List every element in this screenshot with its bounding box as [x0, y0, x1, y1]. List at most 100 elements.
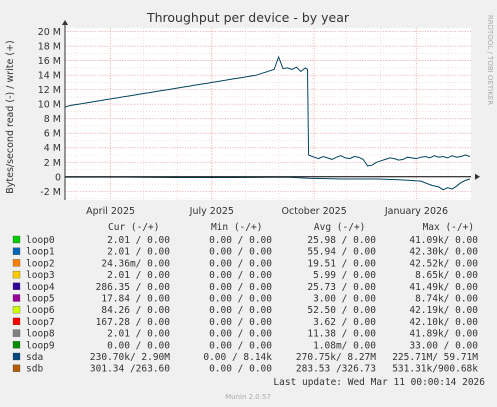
legend-name: loop4 [26, 282, 55, 293]
legend-cur: 230.70k/ 2.90M [90, 352, 170, 363]
y-tick-label: 14 M [38, 71, 61, 82]
legend-swatch [12, 294, 21, 302]
legend-name: loop1 [26, 247, 55, 258]
legend-name: loop5 [26, 294, 55, 305]
legend-min: 0.00 / 8.14k [203, 352, 272, 363]
legend-cur: 0.00 / 0.00 [107, 340, 170, 351]
legend-cur: 301.34 /263.60 [90, 364, 170, 375]
legend-avg: 3.00 / 0.00 [313, 294, 376, 305]
legend-name: sdb [26, 364, 43, 375]
legend-name: sda [26, 352, 43, 363]
legend-avg: 19.51 / 0.00 [307, 258, 376, 269]
rrdtool-credit: RRDTOOL / TOBI OETIKER [486, 15, 494, 105]
legend-cur: 2.01 / 0.00 [107, 247, 170, 258]
y-tick-label: 2 M [44, 158, 61, 169]
legend-min: 0.00 / 0.00 [209, 282, 272, 293]
legend-name: loop7 [26, 317, 55, 328]
legend-max: 42.52k/ 0.00 [409, 258, 478, 269]
legend-avg: 283.53 /326.73 [296, 364, 376, 375]
y-axis-label: Bytes/second read (-) / write (+) [5, 40, 16, 194]
legend-avg: 11.38 / 0.00 [307, 329, 376, 340]
legend-min: 0.00 / 0.00 [209, 270, 272, 281]
legend: Cur (-/+) Min (-/+) Avg (-/+) Max (-/+) … [12, 222, 478, 375]
legend-name: loop8 [26, 329, 55, 340]
legend-cur: 286.35 / 0.00 [96, 282, 171, 293]
legend-avg: 270.75k/ 8.27M [296, 352, 376, 363]
legend-max: 8.65k/ 0.00 [415, 270, 478, 281]
legend-min: 0.00 / 0.00 [209, 247, 272, 258]
y-tick-label: 20 M [38, 27, 61, 38]
y-axis-ticks: 20 M 18 M 16 M 14 M 12 M 10 M 8 M 6 M 4 M 2 M 0 -2 … [38, 27, 61, 198]
legend-avg: 5.99 / 0.00 [313, 270, 376, 281]
y-axis-arrow [62, 20, 68, 25]
legend-max: 41.49k/ 0.00 [409, 282, 478, 293]
legend-max: 42.19k/ 0.00 [409, 305, 478, 316]
legend-max: 41.09k/ 0.00 [409, 235, 478, 246]
legend-swatch [12, 306, 21, 314]
legend-max: 531.31k/900.68k [392, 364, 478, 375]
legend-avg: 25.73 / 0.00 [307, 282, 376, 293]
legend-swatch [12, 329, 21, 337]
legend-cur: 84.26 / 0.00 [101, 305, 170, 316]
legend-min: 0.00 / 0.00 [209, 305, 272, 316]
y-tick-label: -2 M [40, 187, 61, 198]
legend-cur: 24.36m/ 0.00 [101, 258, 170, 269]
x-axis-ticks: April 2025 July 2025 October 2025 January 2… [86, 206, 448, 217]
legend-cur: 17.84 / 0.00 [101, 294, 170, 305]
legend-min: 0.00 / 0.00 [209, 294, 272, 305]
y-tick-label: 16 M [38, 56, 61, 67]
legend-avg: 25.98 / 0.00 [307, 235, 376, 246]
legend-swatch [12, 235, 21, 244]
legend-max: 225.71M/ 59.71M [392, 352, 478, 363]
y-tick-label: 8 M [44, 114, 61, 125]
legend-cur: 2.01 / 0.00 [107, 235, 170, 246]
legend-swatch [12, 352, 21, 361]
x-tick-label: October 2025 [282, 206, 347, 217]
legend-cur: 2.01 / 0.00 [107, 329, 170, 340]
legend-swatch [12, 341, 21, 349]
legend-name: loop9 [26, 340, 55, 351]
legend-min: 0.00 / 0.00 [209, 329, 272, 340]
legend-name: loop6 [26, 305, 55, 316]
legend-avg: 55.94 / 0.00 [307, 247, 376, 258]
legend-avg: 3.62 / 0.00 [313, 317, 376, 328]
legend-min: 0.00 / 0.00 [209, 235, 272, 246]
legend-swatch [12, 270, 21, 279]
legend-swatch [12, 259, 21, 267]
legend-avg: 1.08m/ 0.00 [313, 340, 376, 351]
legend-name: loop0 [26, 235, 55, 246]
legend-swatch [12, 317, 21, 326]
y-tick-label: 0 [55, 172, 61, 183]
y-tick-label: 12 M [38, 85, 61, 96]
legend-swatch [12, 247, 21, 255]
legend-cur: 2.01 / 0.00 [107, 270, 170, 281]
legend-max: 8.74k/ 0.00 [415, 294, 478, 305]
legend-min: 0.00 / 0.00 [209, 258, 272, 269]
x-tick-label: April 2025 [86, 206, 135, 217]
legend-name: loop2 [26, 258, 55, 269]
legend-min: 0.00 / 0.00 [209, 340, 272, 351]
legend-max: 42.10k/ 0.00 [409, 317, 478, 328]
legend-min: 0.00 / 0.00 [209, 317, 272, 328]
legend-max: 41.89k/ 0.00 [409, 329, 478, 340]
legend-swatch [12, 282, 21, 290]
munin-version: Munin 2.0.57 [225, 393, 271, 401]
legend-name: loop3 [26, 270, 55, 281]
series-lines [64, 55, 471, 191]
y-tick-label: 10 M [38, 100, 61, 111]
series-line-sda-read [65, 176, 471, 191]
y-tick-label: 6 M [44, 129, 61, 140]
legend-cur: 167.28 / 0.00 [96, 317, 171, 328]
x-tick-label: July 2025 [189, 206, 234, 217]
series-line-sda-write [64, 55, 471, 167]
x-tick-label: January 2026 [384, 206, 448, 217]
legend-avg: 52.50 / 0.00 [307, 305, 376, 316]
y-tick-label: 18 M [38, 42, 61, 53]
chart-title: Throughput per device - by year [146, 10, 350, 25]
y-tick-label: 4 M [44, 143, 61, 154]
legend-min: 0.00 / 0.00 [209, 364, 272, 375]
plot-area [65, 28, 471, 200]
legend-swatch [12, 364, 21, 372]
x-axis-arrow [475, 173, 480, 180]
